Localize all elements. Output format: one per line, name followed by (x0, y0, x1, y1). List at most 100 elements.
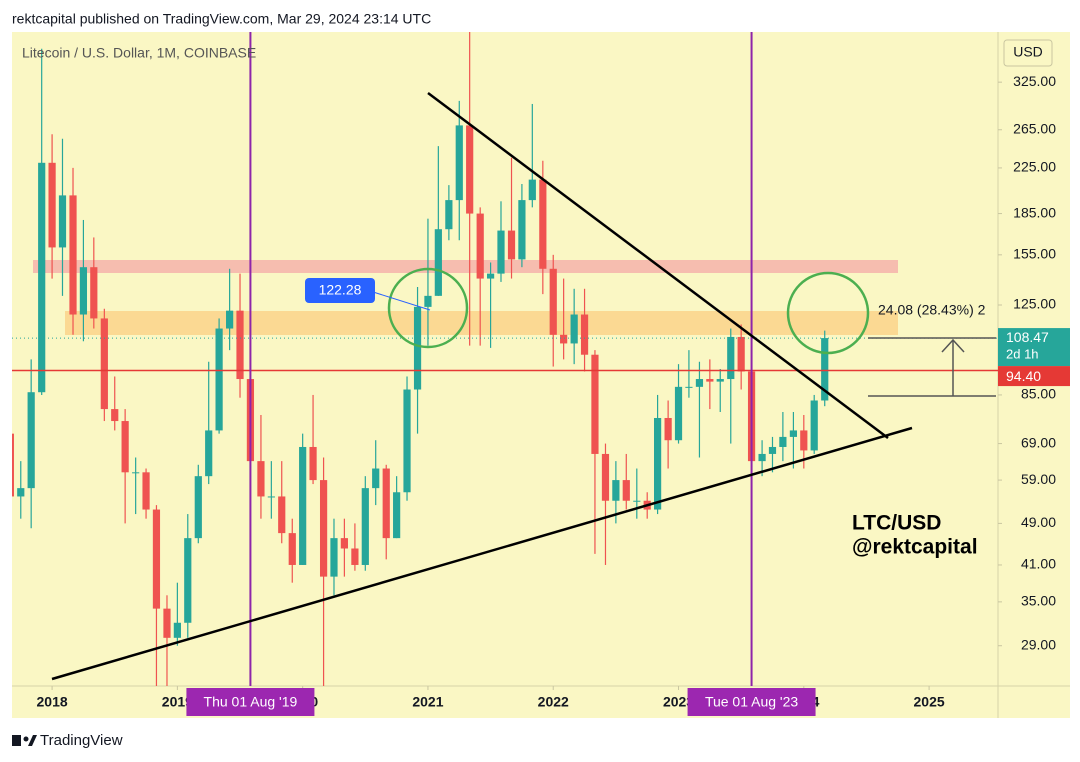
candle-body (591, 354, 599, 454)
annotation-text: LTC/USD (852, 512, 941, 535)
candle-body (424, 295, 432, 307)
candle-body (278, 496, 286, 534)
candle-body (789, 430, 798, 437)
candle-body (445, 200, 453, 230)
y-tick-label: 29.00 (1021, 636, 1056, 652)
candle-body (601, 453, 610, 501)
candle-body (288, 533, 296, 565)
candle-body (455, 125, 463, 201)
date-marker-label: Tue 01 Aug '23 (705, 694, 798, 710)
y-tick-label: 49.00 (1021, 514, 1056, 530)
candle-body (79, 267, 88, 315)
level-tag-label: 94.40 (1006, 368, 1041, 384)
highlight-circle (387, 267, 469, 349)
date-marker-box (186, 688, 315, 716)
candle-body (163, 608, 171, 638)
candle-body (299, 446, 307, 565)
candle-body (800, 430, 808, 451)
date-marker-label: Thu 01 Aug '19 (204, 694, 298, 710)
candle-body (560, 334, 568, 344)
callout-label: 122.28 (319, 282, 362, 298)
candle-body (226, 310, 234, 329)
candle-body (58, 195, 67, 248)
candle-body (382, 468, 390, 539)
candle-body (257, 461, 265, 497)
support-zone (65, 311, 898, 335)
candle-body (653, 417, 662, 510)
callout-leader (369, 290, 431, 311)
y-tick-label: 325.00 (1013, 73, 1056, 89)
candle-body (727, 336, 735, 380)
y-tick-label: 225.00 (1013, 159, 1056, 175)
candle-body (434, 229, 442, 296)
candle-body (737, 336, 745, 372)
currency-label: USD (1013, 44, 1043, 60)
candle-body (549, 268, 557, 335)
x-tick-label: 2021 (412, 694, 443, 710)
candle-body (539, 179, 547, 269)
currency-box (1003, 39, 1053, 67)
footer-brand: TradingView (40, 732, 123, 749)
y-tick-label: 59.00 (1021, 471, 1056, 487)
support-trendline (51, 426, 913, 681)
candle-body (12, 433, 14, 497)
candle-body (142, 472, 150, 510)
candle-body (528, 179, 536, 201)
candle-body (768, 446, 777, 454)
candle-body (674, 386, 683, 441)
x-tick-label: 2022 (538, 694, 569, 710)
candle-body (810, 400, 818, 451)
candle-body (466, 125, 474, 214)
date-marker-box (687, 688, 816, 716)
candle-body (319, 480, 328, 577)
candle-body (664, 417, 672, 441)
candle-body (413, 306, 422, 390)
candle-body (507, 230, 516, 260)
candle-body (17, 488, 25, 497)
candle-body (570, 314, 578, 344)
logo-part (23, 736, 29, 742)
x-tick-label: 2025 (914, 694, 945, 710)
candle-body (476, 213, 484, 279)
candle-body (612, 480, 620, 501)
candle-body (497, 230, 505, 274)
candle-body (121, 421, 129, 473)
x-tick-label: 2019 (162, 694, 193, 710)
candle-body (580, 314, 589, 355)
candle-body (90, 267, 98, 319)
candle-body (821, 338, 829, 401)
candle-body (393, 492, 401, 539)
candle-body (695, 379, 704, 387)
candle-body (372, 468, 380, 489)
highlight-circle (786, 271, 870, 355)
candle-body (486, 273, 495, 279)
candle-body (205, 430, 213, 477)
candle-body (758, 453, 766, 462)
resistance-zone (33, 260, 898, 273)
y-tick-label: 265.00 (1013, 120, 1056, 136)
candle-body (194, 476, 202, 539)
logo-part (12, 735, 21, 746)
candle-body (330, 538, 338, 577)
candle-body (111, 409, 119, 422)
candle-body (215, 328, 223, 431)
candle-body (173, 622, 181, 638)
candle-body (706, 379, 714, 382)
candle-body (622, 480, 630, 501)
x-tick-label: 2018 (37, 694, 68, 710)
candle-body (403, 389, 411, 493)
candle-body (309, 446, 317, 481)
y-tick-label: 35.00 (1021, 593, 1056, 609)
candle-body (184, 538, 192, 623)
y-tick-label: 185.00 (1013, 204, 1056, 220)
logo-part (28, 735, 37, 746)
candle-body (69, 195, 77, 315)
countdown-label: 2d 1h (1006, 347, 1039, 362)
candle-body (716, 379, 724, 382)
candle-body (779, 436, 787, 447)
candle-body (152, 509, 161, 609)
candle-body (685, 386, 693, 388)
callout-box (305, 278, 375, 303)
candle-body (38, 162, 46, 393)
